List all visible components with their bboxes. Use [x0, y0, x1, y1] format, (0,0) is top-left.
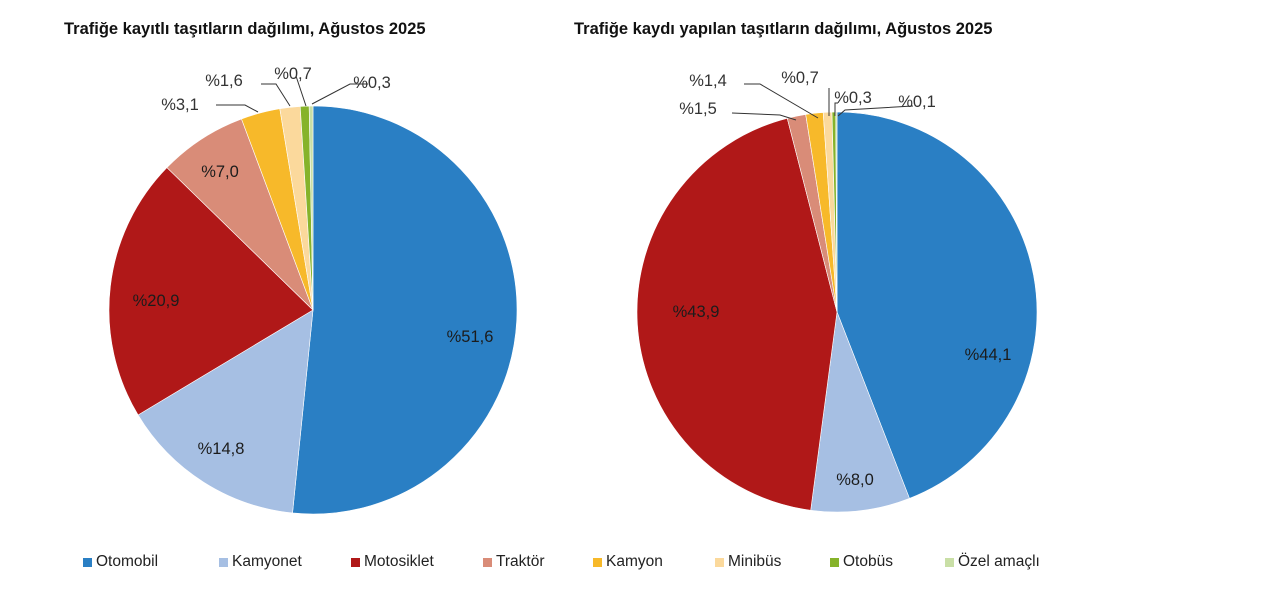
legend-item-minibus: Minibüs	[715, 553, 781, 571]
slice-data-label: %43,9	[673, 303, 720, 321]
slice-data-label: %51,6	[447, 328, 494, 346]
slice-data-label: %1,5	[679, 100, 717, 118]
legend-label: Otomobil	[96, 553, 159, 570]
legend-swatch-icon	[945, 557, 954, 567]
legend-swatch-icon	[715, 557, 724, 567]
chart-title-left: Trafiğe kayıtlı taşıtların dağılımı, Ağu…	[64, 20, 426, 38]
slice-data-label: %0,1	[898, 93, 936, 111]
legend-item-ozel-amacli: Özel amaçlı	[945, 553, 1040, 571]
legend-swatch-icon	[830, 557, 839, 567]
leader-line	[295, 75, 307, 107]
legend-item-kamyon: Kamyon	[593, 553, 663, 571]
legend-item-motosiklet: Motosiklet	[351, 553, 434, 571]
legend-swatch-icon	[83, 557, 92, 567]
legend-label: Motosiklet	[364, 553, 434, 570]
pie-slice-özel-amaçlı	[835, 111, 838, 313]
leader-line	[744, 83, 819, 119]
pie-slice-kamyonet	[137, 309, 314, 514]
legend-swatch-icon	[351, 557, 360, 567]
legend-item-kamyonet: Kamyonet	[219, 553, 302, 571]
slice-data-label: %1,4	[689, 72, 727, 90]
legend-item-traktor: Traktör	[483, 553, 545, 571]
pie-slice-özel-amaçlı	[308, 105, 314, 311]
legend-label: Traktör	[496, 553, 545, 570]
slice-data-label: %0,7	[274, 65, 312, 83]
legend-label: Otobüs	[843, 553, 893, 570]
slice-data-label: %7,0	[201, 163, 239, 181]
legend-swatch-icon	[593, 557, 602, 567]
legend-label: Özel amaçlı	[958, 553, 1040, 570]
pie-chart-registered: %51,6 %14,8 %20,9 %7,0 %3,1 %1,6 %0,7 %0,3	[108, 65, 518, 515]
leader-line	[834, 102, 838, 116]
pie-slice-kamyonet	[810, 311, 910, 513]
legend-label: Minibüs	[728, 553, 782, 570]
chart-title-right: Trafiğe kaydı yapılan taşıtların dağılım…	[574, 20, 993, 38]
slice-data-label: %1,6	[205, 72, 243, 90]
slice-data-label: %8,0	[836, 471, 874, 489]
pie-slice-motosiklet	[108, 167, 314, 416]
slice-data-label: %0,7	[781, 69, 819, 87]
pie-slice-motosiklet	[636, 117, 838, 511]
pie-slice-otomobil	[292, 105, 518, 515]
leader-line	[837, 105, 914, 117]
slice-data-label: %20,9	[133, 292, 180, 310]
leader-line	[311, 83, 368, 105]
pie-chart-new-registrations: %44,1 %8,0 %43,9 %1,5 %1,4 %0,7 %0,3 %0,1	[636, 69, 1038, 513]
legend-label: Kamyon	[606, 553, 663, 570]
legend-item-otobus: Otobüs	[830, 553, 893, 571]
legend-swatch-icon	[219, 557, 228, 567]
slice-data-label: %0,3	[353, 74, 391, 92]
leader-line	[261, 83, 291, 107]
legend-label: Kamyonet	[232, 553, 302, 570]
slice-data-label: %14,8	[198, 440, 245, 458]
leader-line	[731, 112, 797, 121]
slice-data-label: %3,1	[161, 96, 199, 114]
slice-data-label: %44,1	[965, 346, 1012, 364]
slice-data-label: %0,3	[834, 89, 872, 107]
legend-swatch-icon	[483, 557, 492, 567]
leader-line	[216, 104, 259, 113]
legend-item-otomobil: Otomobil	[83, 553, 158, 571]
pie-slice-otomobil	[836, 111, 1038, 499]
